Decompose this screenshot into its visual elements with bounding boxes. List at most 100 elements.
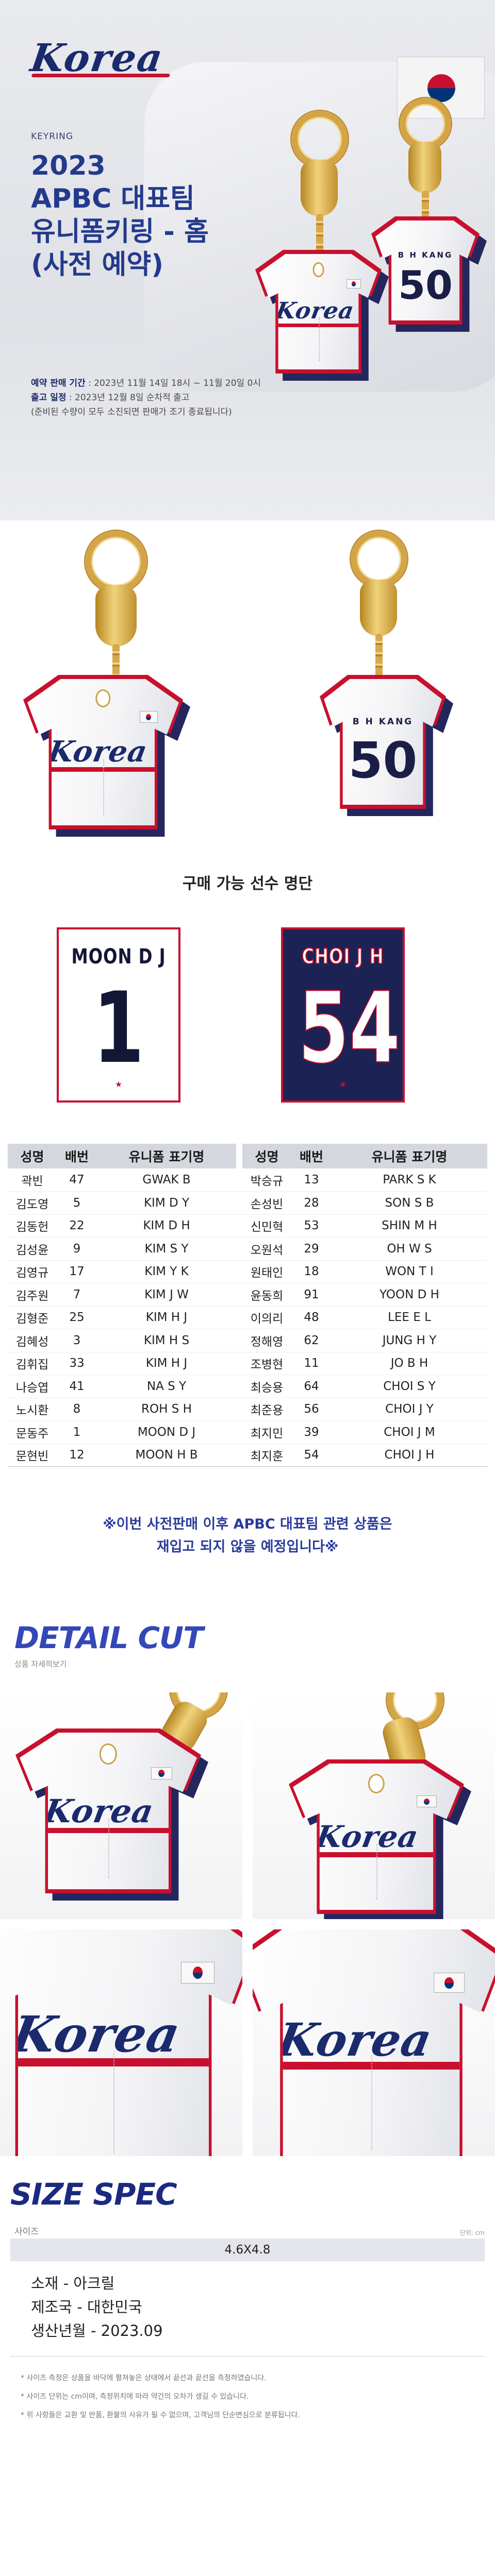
player-number: 13 [291,1168,332,1192]
detail-photo-2: Korea [253,1692,495,1919]
player-jersey-name: KIM Y K [97,1260,236,1283]
roster-row: 김도영 5 KIM D Y 손성빈 28 SON S B [8,1191,487,1215]
roster-row: 김형준 25 KIM H J 이의리 48 LEE E L [8,1306,487,1329]
column-gap [236,1420,242,1444]
player-number: 11 [291,1352,332,1375]
player-jersey-name: NA S Y [97,1375,236,1398]
player-number: 18 [291,1260,332,1283]
player-number: 33 [57,1352,97,1375]
roster-row: 문현빈 12 MOON H B 최지훈 54 CHOI J H [8,1444,487,1467]
player-name: 문동주 [8,1420,57,1444]
column-gap [236,1191,242,1215]
jersey-back-name: B H KANG [352,717,414,727]
player-number: 3 [57,1329,97,1352]
stock-notice: (준비된 수량이 모두 소진되면 판매가 조기 종료됩니다) [31,407,232,417]
player-number: 39 [291,1420,332,1444]
roster-section: 구매 가능 선수 명단 MOON D J 1 ★ CHOI J H 54 ★ 성… [0,855,495,1620]
detail-photo-grid: Korea Korea [0,1692,495,2166]
category-label: KEYRING [31,131,73,142]
title-line: (사전 예약) [31,249,163,280]
column-gap [236,1260,242,1283]
player-jersey-name: KIM H J [97,1306,236,1329]
player-jersey-name: KIM S Y [97,1237,236,1261]
player-jersey-name: ROH S H [97,1398,236,1421]
player-name: 김동헌 [8,1214,57,1238]
divider [10,2356,485,2357]
player-name: 원태인 [242,1260,291,1283]
player-jersey-name: KIM J W [97,1283,236,1307]
player-number: 9 [57,1237,97,1261]
player-number: 41 [57,1375,97,1398]
player-jersey-name: KIM D Y [97,1191,236,1215]
roster-row: 노시환 8 ROH S H 최준용 56 CHOI J Y [8,1398,487,1421]
player-number: 56 [291,1398,332,1421]
player-jersey-name: OH W S [332,1237,487,1261]
player-jersey-name: GWAK B [97,1168,236,1192]
player-name: 김주원 [8,1283,57,1307]
player-number: 54 [291,1444,332,1467]
size-unit: 단위: cm [459,2229,485,2236]
column-header-name: 성명 [8,1144,57,1168]
player-name: 나승엽 [8,1375,57,1398]
sample-card-moon: MOON D J 1 ★ [57,927,180,1103]
player-jersey-name: YOON D H [332,1283,487,1307]
column-header-name: 성명 [242,1144,291,1168]
showcase-keychain-front: Korea [23,531,193,840]
player-name: 정해영 [242,1329,291,1352]
notice-line: ※이번 사전판매 이후 APBC 대표팀 관련 상품은 [103,1516,392,1532]
player-name: 김영규 [8,1260,57,1283]
column-gap [236,1375,242,1398]
player-name: 문현빈 [8,1444,57,1467]
roster-header-row: 성명 배번 유니폼 표기명 성명 배번 유니폼 표기명 [8,1144,487,1168]
player-name: 최준용 [242,1398,291,1421]
player-number: 8 [57,1398,97,1421]
roster-row: 김영규 17 KIM Y K 원태인 18 WON T I [8,1260,487,1283]
player-jersey-name: WON T I [332,1260,487,1283]
jersey-back-name: B H KANG [398,250,453,260]
size-title: SIZE SPEC [10,2177,177,2212]
player-name: 김성윤 [8,1237,57,1261]
note-line: * 위 사항들은 교환 및 반품, 환불의 사유가 될 수 없으며, 고객님의 … [21,2411,300,2419]
player-name: 김휘집 [8,1352,57,1375]
player-jersey-name: KIM H J [97,1352,236,1375]
jersey-back-number: 50 [398,262,453,309]
jersey-korea-script: Korea [273,2013,485,2066]
sample-card-name: CHOI J H [301,944,384,969]
detail-photo-3: Korea [0,1929,242,2156]
notice-line: 재입고 되지 않을 예정입니다※ [156,1539,339,1555]
player-number: 5 [57,1191,97,1215]
showcase-keychain-back: B H KANG 50 [309,531,453,819]
jersey-korea-script: Korea [274,298,371,324]
player-jersey-name: JUNG H Y [332,1329,487,1352]
sample-card-choi: CHOI J H 54 ★ [281,927,405,1103]
player-jersey-name: KIM H S [97,1329,236,1352]
player-number: 12 [57,1444,97,1467]
detail-photo-4: Korea [253,1929,495,2156]
player-jersey-name: JO B H [332,1352,487,1375]
size-header: SIZE SPEC [0,2166,495,2218]
sample-card-number: 1 [93,971,144,1085]
player-jersey-name: SON S B [332,1191,487,1215]
player-number: 53 [291,1214,332,1238]
product-detail-page: Korea KEYRING 2023 APBC 대표팀 유니폼키링 - 홈 (사… [0,0,495,2455]
player-name: 최승용 [242,1375,291,1398]
jersey-korea-script: Korea [313,1819,450,1854]
note-line: * 사이즈 단위는 cm이며, 측정위치에 따라 약간의 오차가 생길 수 있습… [21,2393,249,2401]
detail-header: DETAIL CUT 상품 자세히보기 [0,1620,495,1672]
roster-row: 김주원 7 KIM J W 윤동희 91 YOON D H [8,1283,487,1307]
title-line: APBC 대표팀 [31,183,195,214]
jersey-korea-script: Korea [7,2005,236,2063]
player-number: 62 [291,1329,332,1352]
player-number: 91 [291,1283,332,1307]
player-name: 곽빈 [8,1168,57,1192]
column-header-jersey-name: 유니폼 표기명 [97,1144,236,1168]
player-jersey-name: MOON H B [97,1444,236,1467]
restock-notice: ※이번 사전판매 이후 APBC 대표팀 관련 상품은 재입고 되지 않을 예정… [0,1467,495,1620]
player-number: 17 [57,1260,97,1283]
player-number: 22 [57,1214,97,1238]
product-showcase: Korea B H KANG 50 [0,520,495,855]
player-name: 손성빈 [242,1191,291,1215]
column-gap [236,1352,242,1375]
column-gap [236,1398,242,1421]
player-number: 29 [291,1237,332,1261]
